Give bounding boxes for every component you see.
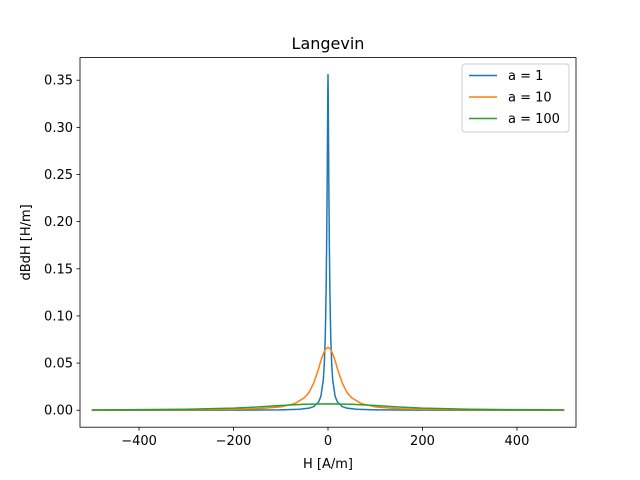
y-axis-ticks: 0.00 0.05 0.10 0.15 0.20 0.25 0.30 0.35 bbox=[44, 74, 80, 419]
y-tick-label: 0.10 bbox=[44, 309, 73, 324]
legend-label: a = 10 bbox=[508, 91, 552, 106]
y-tick-label: 0.05 bbox=[44, 357, 73, 372]
x-tick-label: 200 bbox=[410, 434, 435, 449]
x-tick-label: 0 bbox=[324, 434, 332, 449]
y-tick-label: 0.35 bbox=[44, 74, 73, 89]
legend-label: a = 100 bbox=[508, 112, 560, 127]
series-line-1 bbox=[91, 73, 565, 411]
y-tick-label: 0.20 bbox=[44, 215, 73, 230]
x-axis-ticks: −400 −200 0 200 400 bbox=[121, 427, 529, 449]
x-axis-label: H [A/m] bbox=[303, 457, 353, 472]
x-tick-label: 400 bbox=[505, 434, 530, 449]
chart-title: Langevin bbox=[292, 34, 365, 53]
legend-label: a = 1 bbox=[508, 69, 543, 84]
series-line-3 bbox=[91, 403, 565, 411]
y-tick-label: 0.15 bbox=[44, 262, 73, 277]
y-axis-label: dBdH [H/m] bbox=[19, 204, 34, 280]
legend: a = 1 a = 10 a = 100 bbox=[461, 63, 570, 133]
y-tick-label: 0.30 bbox=[44, 121, 73, 136]
x-tick-label: −400 bbox=[121, 434, 157, 449]
legend-box bbox=[461, 63, 570, 133]
y-tick-label: 0.25 bbox=[44, 168, 73, 183]
x-tick-label: −200 bbox=[216, 434, 252, 449]
series-layer bbox=[91, 73, 565, 411]
y-tick-label: 0.00 bbox=[44, 404, 73, 419]
